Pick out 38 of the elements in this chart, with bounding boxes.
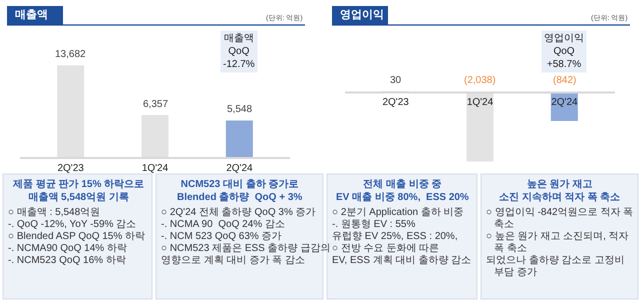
text: ○ 매출액 : 5,548억원 (8, 207, 100, 218)
x-tick-label: 2Q'24 (551, 97, 578, 108)
text: ○ 2분기 Application 출하 비중 (332, 207, 464, 218)
text: -. NCMA90 QoQ 14% 하락 (8, 243, 127, 254)
text: 되었으나 출하량 감소로 고정비 부담 증가 (486, 255, 624, 278)
text: 영업이익 QoQ +58.7% (544, 33, 584, 70)
text: 전체 매출 비중 중 EV 매출 비중 80%, ESS 20% (336, 179, 469, 203)
text: ○ 전방 수요 둔화에 따른 (332, 243, 440, 254)
x-tick-label: 1Q'24 (466, 97, 494, 108)
data-label: (842) (553, 75, 576, 86)
text: ○ 2Q'24 전체 출하량 QoQ 3% 증가 (161, 207, 316, 218)
data-label: 13,682 (55, 49, 86, 60)
text: -. NCM 523 QoQ 63% 증가 (161, 231, 282, 242)
text: ○ 높은 원가 재고 소진되며, 적자 폭 축소 (486, 231, 629, 254)
x-tick-label: 2Q'23 (57, 162, 84, 174)
text: -. NCM523 QoQ 16% 하락 (8, 255, 126, 266)
data-label: 30 (390, 75, 402, 86)
text: ○ NCM523 제품은 ESS 출하량 급감의 (161, 243, 330, 254)
text: 유럽향 EV 25%, ESS : 20%, (332, 231, 458, 242)
data-label: 5,548 (227, 104, 252, 115)
x-tick-label: 2Q'24 (226, 162, 254, 174)
text: NCM523 대비 출하 증가로 Blended 출하량 QoQ + 3% (177, 179, 302, 203)
text: 제품 평균 판가 15% 하락으로 매출액 5,548억원 기록 (12, 179, 144, 203)
text: ○ Blended ASP QoQ 15% 하락 (8, 231, 146, 242)
data-label: 6,357 (143, 99, 168, 110)
text: -. 원통형 EV : 55% (332, 219, 416, 230)
x-tick-label: 2Q'23 (382, 97, 410, 108)
text: 높은 원가 재고 소진 지속하며 적자 폭 축소 (499, 179, 620, 203)
text: -. QoQ -12%, YoY -59% 감소 (8, 219, 136, 230)
chart-title: 매출액 (15, 9, 48, 21)
text: EV, ESS 계획 대비 출하량 감소 (332, 255, 472, 266)
x-tick-label: 1Q'24 (142, 162, 169, 174)
text: ○ 영업이익 -842억원으로 적자 폭 축소 (486, 207, 634, 230)
annotation: 매출액 QoQ -12.7% (223, 33, 255, 70)
chart-title: 영업이익 (340, 9, 384, 21)
text: -. NCMA 90 QoQ 24% 감소 (161, 219, 285, 230)
text: 영향으로 계획 대비 증가 폭 감소 (161, 255, 305, 266)
data-label: (2,038) (464, 75, 496, 86)
